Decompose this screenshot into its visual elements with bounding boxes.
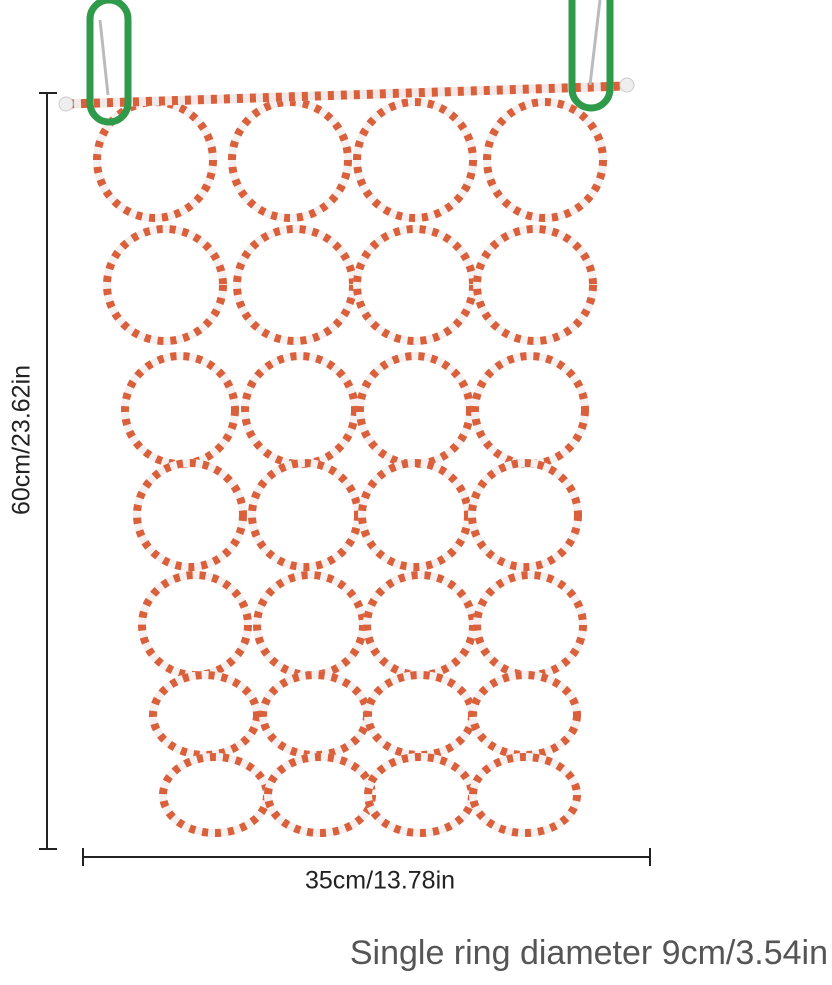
height-label: 60cm/23.62in [7,364,36,516]
ring [469,753,581,837]
ring [133,459,247,571]
end-cap-left [58,96,74,112]
ring [248,459,362,571]
ring [364,753,476,837]
ring [469,671,581,759]
carabiner-left [86,0,132,126]
ring [353,98,477,222]
ring [149,671,261,759]
carabiner-right [568,0,614,112]
ring [233,225,357,345]
height-dimension-line [39,92,57,850]
ring [471,352,589,468]
ring [356,352,474,468]
ring [264,753,376,837]
ring [159,753,271,837]
ring [364,671,476,759]
width-dimension-line [82,848,651,866]
ring [473,571,587,679]
end-cap-right [619,77,635,93]
ring [358,459,472,571]
width-label: 35cm/13.78in [304,866,456,895]
top-bar [58,77,635,112]
ring-diameter-caption: Single ring diameter 9cm/3.54in [349,934,828,972]
ring [121,352,239,468]
ring [103,225,227,345]
ring [253,571,367,679]
ring [241,352,359,468]
ring [138,571,252,679]
ring [473,225,597,345]
ring [353,225,477,345]
ring [228,98,352,222]
ring [259,671,371,759]
ring [363,571,477,679]
ring [468,459,582,571]
ring [483,98,607,222]
ring-grid [93,98,607,837]
